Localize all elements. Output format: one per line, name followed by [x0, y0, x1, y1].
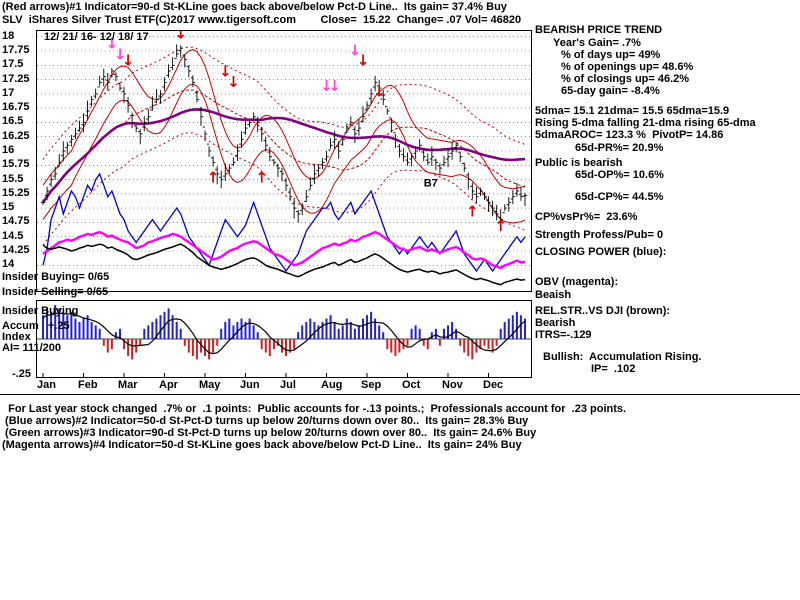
pct-days-up: % of days up= 49% [561, 49, 661, 61]
magenta-down-arrow-icon: ↓ [114, 46, 127, 64]
cp-65d: 65d-CP%= 44.5% [575, 191, 664, 203]
public-sentiment: Public is bearish [535, 157, 623, 169]
accum-index-chart [36, 300, 532, 378]
accum-smoothed-line [42, 312, 526, 355]
y-tick-17.5: 17.5 [2, 58, 24, 70]
pr-65d: 65d-PR%= 20.9% [575, 142, 664, 154]
month-label-oct: Oct [402, 379, 421, 391]
upper-band-dotted [42, 46, 526, 160]
title-line: SLV iShares Silver Trust ETF(C)2017 www.… [2, 14, 521, 26]
month-label-aug: Aug [321, 379, 343, 391]
lower-band [42, 83, 526, 224]
y-tick-15.5: 15.5 [2, 173, 24, 185]
month-label-jun: Jun [240, 379, 260, 391]
lower-band-dotted [42, 132, 526, 246]
red-down-arrow-icon: ↓ [219, 63, 232, 81]
dma-directions: Rising 5-dma falling 21-dma rising 65-dm… [535, 117, 756, 129]
y-tick-17: 17 [2, 87, 15, 99]
month-label-apr: Apr [159, 379, 178, 391]
title-rest: iShares Silver Trust ETF(C)2017 www.tige… [22, 14, 522, 26]
magenta-down-arrow-icon: ↓ [349, 42, 362, 60]
y-tick-18: 18 [2, 30, 15, 42]
green-arrows-legend: (Green arrows)#3 Indicator=90-d St-Pct-D… [2, 427, 537, 439]
obv-status: Beaish [535, 289, 572, 301]
red-down-arrow-icon: ↓ [227, 73, 240, 91]
accum-scale-minus: -.25 [12, 368, 31, 380]
y-tick-16.75: 16.75 [2, 101, 30, 113]
y-tick-14.75: 14.75 [2, 215, 30, 227]
purple-ma-line [41, 108, 526, 204]
y-tick-14.25: 14.25 [2, 244, 30, 256]
accum-label-plus-scale: Accum +.25 [2, 320, 70, 332]
upper-band [42, 49, 526, 190]
month-label-mar: Mar [118, 379, 138, 391]
mid-band-dotted [42, 89, 526, 203]
obv-label: OBV (magenta): [535, 276, 619, 288]
ip-value: IP= .102 [591, 363, 636, 375]
magenta-down-arrow-icon: ↓ [106, 35, 119, 53]
index-label: Index [2, 331, 31, 343]
separator-line [0, 394, 800, 395]
month-label-jan: Jan [37, 379, 56, 391]
magenta-arrows-legend: (Magenta arrows)#4 Indicator=50-d St-KLi… [2, 439, 522, 451]
red-up-arrow-icon: ↑ [207, 168, 220, 186]
month-label-dec: Dec [483, 379, 504, 391]
red-up-arrow-icon: ↑ [466, 203, 479, 221]
insider-buying-count: Insider Buying= 0/65 [2, 271, 110, 283]
op-65d: 65d-OP%= 10.6% [575, 169, 664, 181]
red-down-arrow-icon: ↓ [174, 30, 187, 42]
y-tick-14: 14 [2, 258, 15, 270]
y-tick-16.5: 16.5 [2, 115, 24, 127]
red-down-arrow-icon: ↓ [357, 51, 370, 69]
pct-closings-up: % of closings up= 46.2% [561, 73, 690, 85]
public-professional-summary: For Last year stock changed .7% or .1 po… [2, 403, 627, 415]
aroc-pivot: 5dmaAROC= 123.3 % PivotP= 14.86 [535, 129, 724, 141]
red-down-arrow-icon: ↓ [373, 83, 386, 101]
accumulation-status: Bullish: Accumulation Rising. [543, 351, 702, 363]
cp-vs-pr: CP%vsPr%= 23.6% [535, 211, 638, 223]
chart-annotation: B7 [424, 177, 438, 189]
red-arrows-indicator-legend: (Red arrows)#1 Indicator=90-d St-KLine g… [2, 1, 507, 13]
blue-arrows-legend: (Blue arrows)#2 Indicator=50-d St-Pct-D … [2, 415, 529, 427]
price-chart: ↓↓↓↓↓↓↑ ↑↓↓↓↓↓↑↑B7 [36, 30, 532, 292]
y-tick-16: 16 [2, 144, 15, 156]
y-tick-16.25: 16.25 [2, 130, 30, 142]
red-up-arrow-icon: ↑ [255, 168, 268, 186]
ai-value: AI= 111/200 [2, 342, 62, 354]
closing-power-line [42, 172, 526, 273]
itrs-value: ITRS=-.129 [535, 329, 592, 341]
month-label-jul: Jul [280, 379, 296, 391]
relative-strength-line [42, 243, 526, 286]
trend-status: BEARISH PRICE TREND [535, 24, 663, 36]
dma-values: 5dma= 15.1 21dma= 15.5 65dma=15.9 [535, 105, 730, 117]
red-down-arrow-icon: ↓ [122, 51, 135, 69]
y-tick-14.5: 14.5 [2, 230, 24, 242]
y-tick-15.75: 15.75 [2, 158, 30, 170]
relstr-status: Bearish [535, 317, 576, 329]
y-tick-15: 15 [2, 201, 15, 213]
strength-profess-pub: Strength Profess/Pub= 0 [535, 229, 664, 241]
y-tick-17.25: 17.25 [2, 73, 30, 85]
years-gain: Year's Gain= .7% [553, 37, 641, 49]
month-label-nov: Nov [442, 379, 463, 391]
insider-buying-label: Insider Buying [2, 305, 79, 317]
month-label-sep: Sep [361, 379, 382, 391]
ticker-symbol: SLV [2, 14, 23, 26]
pct-openings-up: % of openings up= 48.6% [561, 61, 694, 73]
red-up-arrow-icon: ↑ [494, 217, 507, 235]
date-range: 12/ 21/ 16- 12/ 18/ 17 [44, 31, 149, 43]
month-label-feb: Feb [78, 379, 98, 391]
relstr-label: REL.STR..VS DJI (brown): [535, 305, 671, 317]
magenta-down-arrow-icon: ↓ [320, 77, 333, 95]
y-tick-17.75: 17.75 [2, 44, 30, 56]
insider-selling-count: Insider Selling= 0/65 [2, 286, 109, 298]
gain-65day: 65-day gain= -8.4% [561, 85, 660, 97]
y-tick-15.25: 15.25 [2, 187, 30, 199]
magenta-down-arrow-icon: ↓ [328, 77, 341, 95]
obv-line [42, 230, 526, 270]
closing-power-label: CLOSING POWER (blue): [535, 246, 667, 258]
month-label-may: May [199, 379, 221, 391]
